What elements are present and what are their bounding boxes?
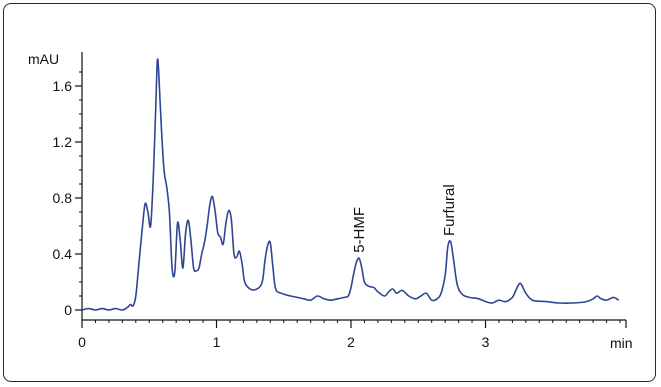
y-tick-label: 0.4 <box>53 246 73 262</box>
x-tick-label: 3 <box>482 334 490 350</box>
y-tick-label: 1.6 <box>53 78 73 94</box>
peak-label: 5-HMF <box>351 207 368 253</box>
x-tick-label: 2 <box>347 334 355 350</box>
y-tick-label: 0 <box>64 302 72 318</box>
y-tick-label: 0.8 <box>53 190 73 206</box>
y-axis-unit-label: mAU <box>28 51 59 67</box>
axes <box>75 52 627 328</box>
x-axis-unit-label: min <box>610 335 633 351</box>
chromatogram-line <box>81 58 620 311</box>
peak-label: Furfural <box>441 184 458 236</box>
x-tick-label: 1 <box>213 334 221 350</box>
y-tick-label: 1.2 <box>53 134 73 150</box>
chart-frame <box>3 3 656 382</box>
series-line-group <box>81 58 620 311</box>
x-tick-label: 0 <box>78 334 86 350</box>
labels: 0 0.4 0.8 1.2 1.6 0 1 2 3 5-HMF Furfural <box>53 78 490 350</box>
